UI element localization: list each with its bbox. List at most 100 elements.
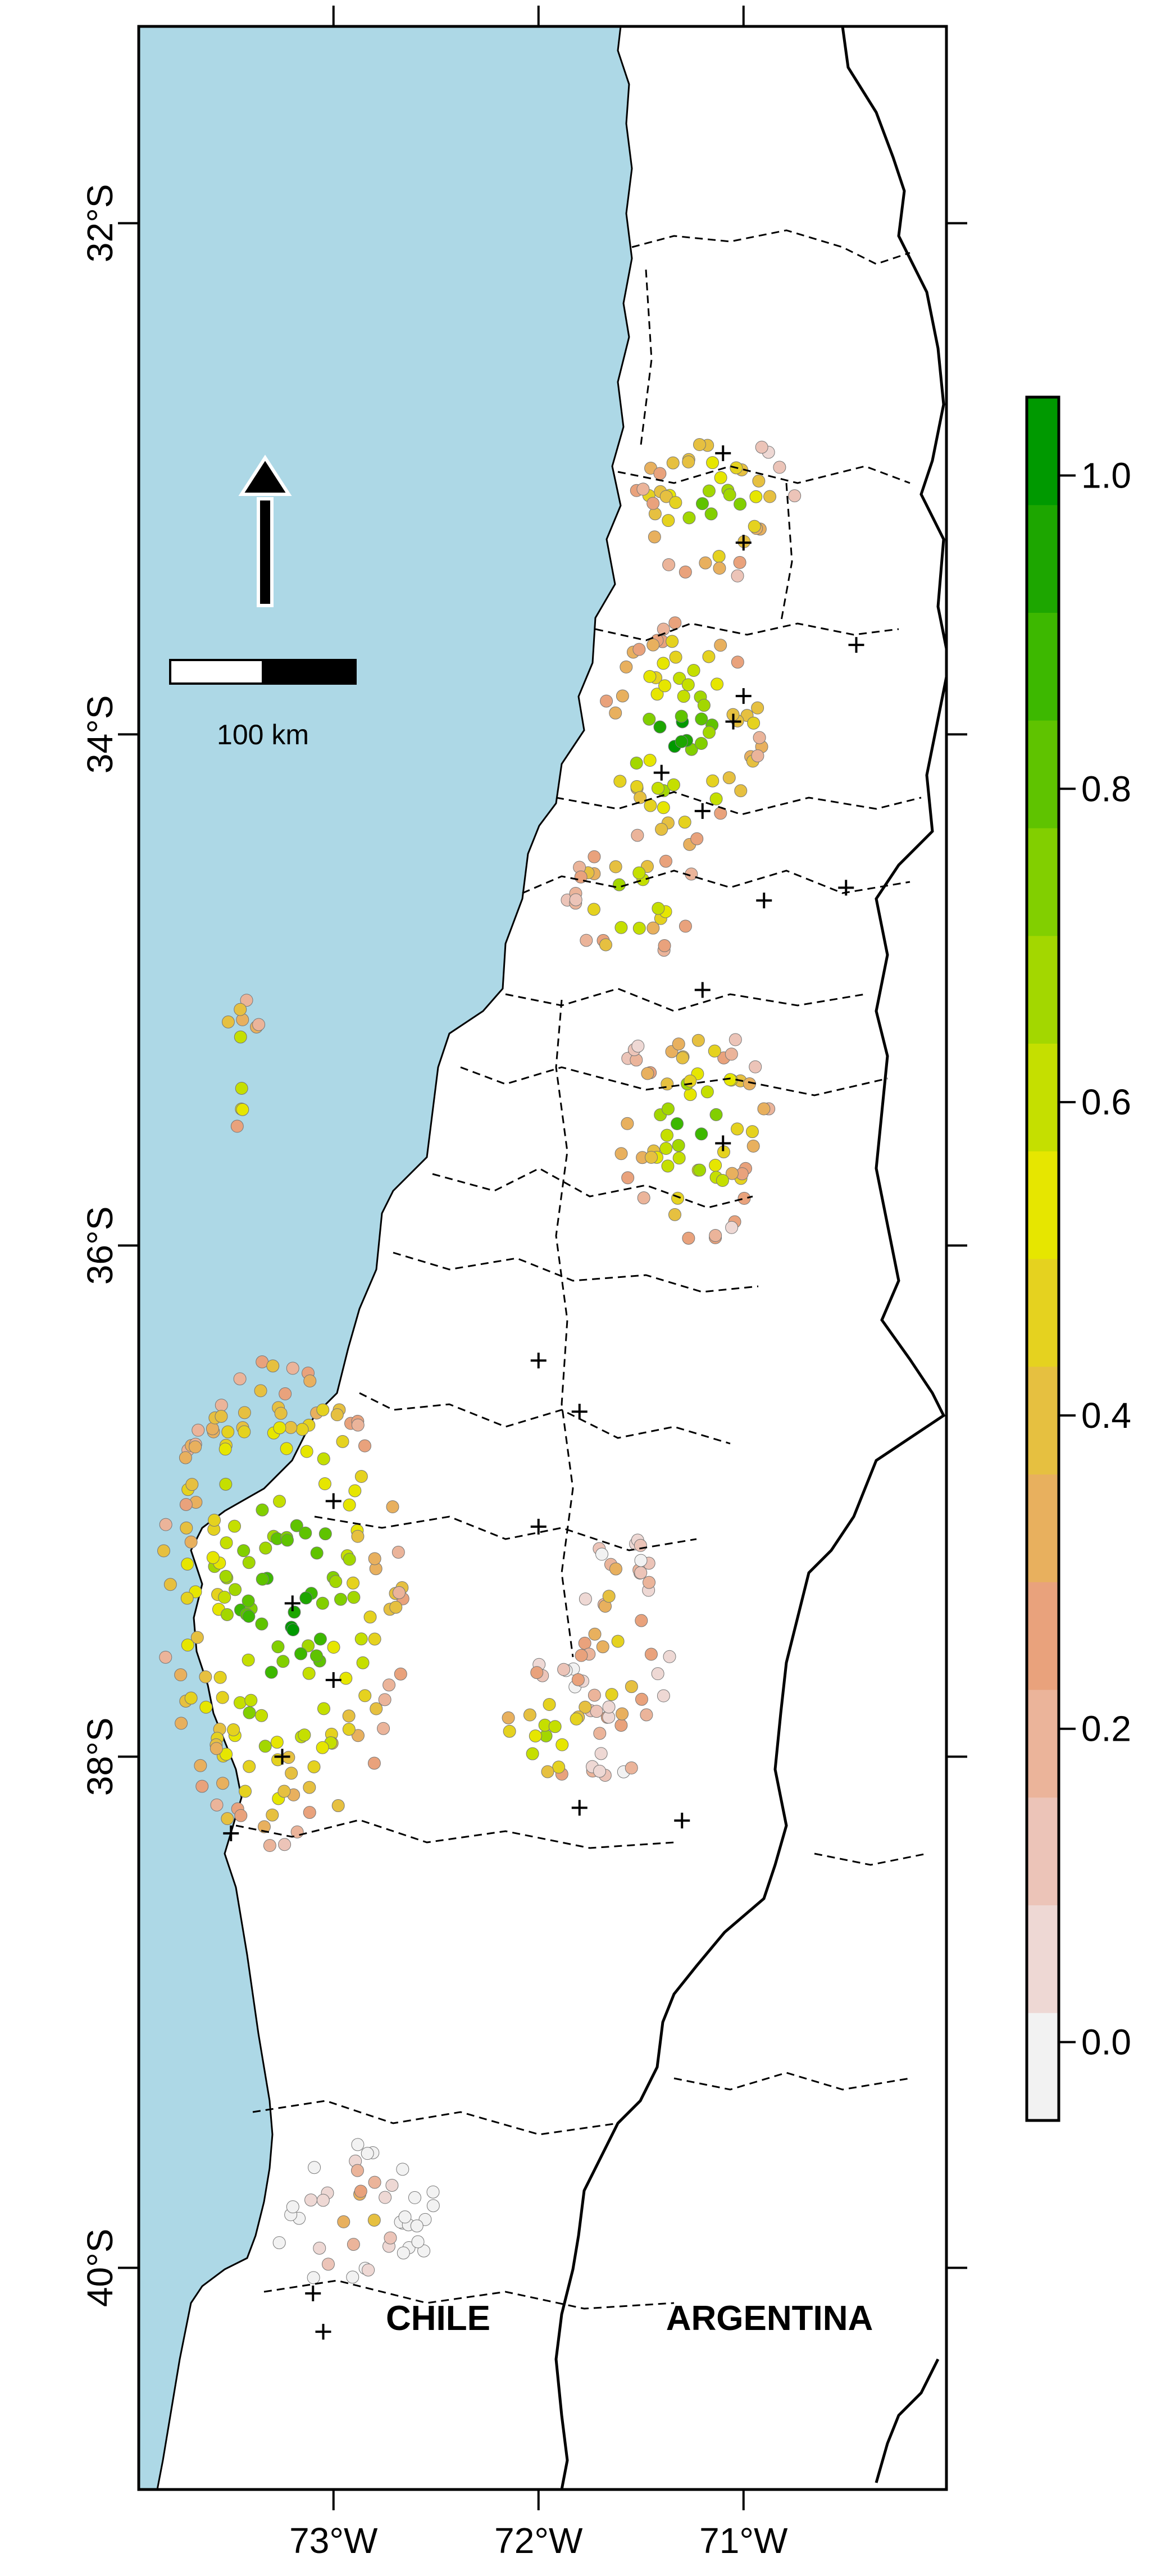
patch-cell [377,1722,390,1735]
plus-marker-icon [735,688,752,704]
patch-cell [671,1191,685,1205]
patch-cell [386,1500,399,1514]
patch-cell [367,2213,381,2227]
patch-cell [699,556,712,570]
patch-cell [706,774,720,788]
legend-swatch [1027,1259,1059,1367]
patch-cell [195,1779,209,1793]
plus-marker-icon [325,1672,342,1688]
patch-cell [336,1435,349,1448]
patch-cell [189,1440,202,1454]
patch-cell [243,1760,256,1773]
patch-cell [690,832,704,845]
patch-cell [666,456,680,470]
legend-swatch [1027,935,1059,1044]
patch-cell [342,1709,356,1723]
patch-cell [254,1384,267,1398]
map-panel: CHILE ARGENTINA 100 km [139,26,946,2489]
patch-cell [580,934,593,947]
patch-cell [709,1108,723,1121]
patch-cell [179,1498,193,1511]
patch-cell [709,1229,722,1243]
patch-cell [277,1785,291,1798]
patch-cell [316,1741,329,1754]
legend-tick-label: 0.6 [1081,1082,1131,1122]
patch-cell [666,635,679,648]
patch-cell [682,511,696,525]
patch-cell [354,2184,367,2198]
plus-marker-icon [715,445,731,461]
patch-cell [316,2193,330,2207]
patch-cell [700,1085,714,1099]
patch-cell [426,2199,440,2213]
patch-cell [210,1742,223,1755]
patch-cell [667,778,680,791]
patch-cell [693,438,706,452]
plus-marker-icon [223,1825,239,1841]
patch-cell [367,1756,381,1770]
patch-cell [745,1125,759,1139]
patch-cluster [614,1033,776,1245]
patch-cell [636,483,650,496]
patch-cell [221,1015,235,1028]
patch-cell [185,1478,199,1491]
patch-cell [602,1700,616,1714]
patch-cell [309,1649,323,1663]
patch-cell [290,1519,303,1532]
patch-cell [321,2258,335,2271]
patch-cell [220,1536,233,1550]
patch-cell [596,1640,609,1654]
patch-cell [397,2246,410,2260]
patch-cell [181,1558,194,1571]
patch-cell [749,1060,762,1073]
patch-cell [658,939,671,953]
patch-cell [552,1760,566,1774]
patch-cell [378,1693,391,1706]
patch-cell [631,1039,645,1053]
patch-cell [502,1711,515,1724]
patch-cell [300,1445,313,1458]
patch-cell [199,1700,213,1714]
patch-cell [174,1668,188,1682]
patch-cell [410,2219,424,2233]
legend-swatch [1027,720,1059,829]
patch-cell [351,1530,365,1543]
patch-cell [317,1452,330,1466]
patch-cell [635,1692,648,1706]
patch-cell [184,1691,198,1705]
patch-cell [334,1592,348,1606]
patch-cell [709,792,723,805]
plus-marker-icon [325,1493,342,1509]
patch-cell [668,1208,681,1221]
patch-cell [643,754,657,767]
patch-cell [609,860,622,873]
patch-cell [242,1610,256,1623]
patch-cell [650,688,664,701]
patch-cell [657,657,670,670]
patch-cell [643,1576,656,1589]
patch-cell [526,1747,539,1760]
patch-cell [748,520,761,533]
patch-cell [210,1798,224,1812]
patch-cell [220,1747,233,1761]
patch-cell [634,1554,648,1567]
patch-cell [190,1631,204,1644]
patch-cell [637,1191,650,1205]
patch-cell [621,1171,635,1185]
patch-cell [243,1706,256,1719]
patch-cell [731,569,744,582]
patch-cell [396,2163,409,2176]
admin-boundaries [235,229,927,2310]
patch-cell [613,775,627,788]
patch-cell [614,1147,628,1160]
patch-cell [734,784,748,798]
patch-cell [294,1647,308,1660]
legend-tick-label: 1.0 [1081,455,1131,495]
patch-cell [578,1636,591,1650]
patch-cell [653,720,667,734]
legend-swatch [1027,1797,1059,1905]
plus-marker-icon [571,1800,588,1816]
legend-tick-label: 0.0 [1081,2022,1131,2063]
patch-cell [662,558,676,571]
patch-cell [219,1477,233,1491]
